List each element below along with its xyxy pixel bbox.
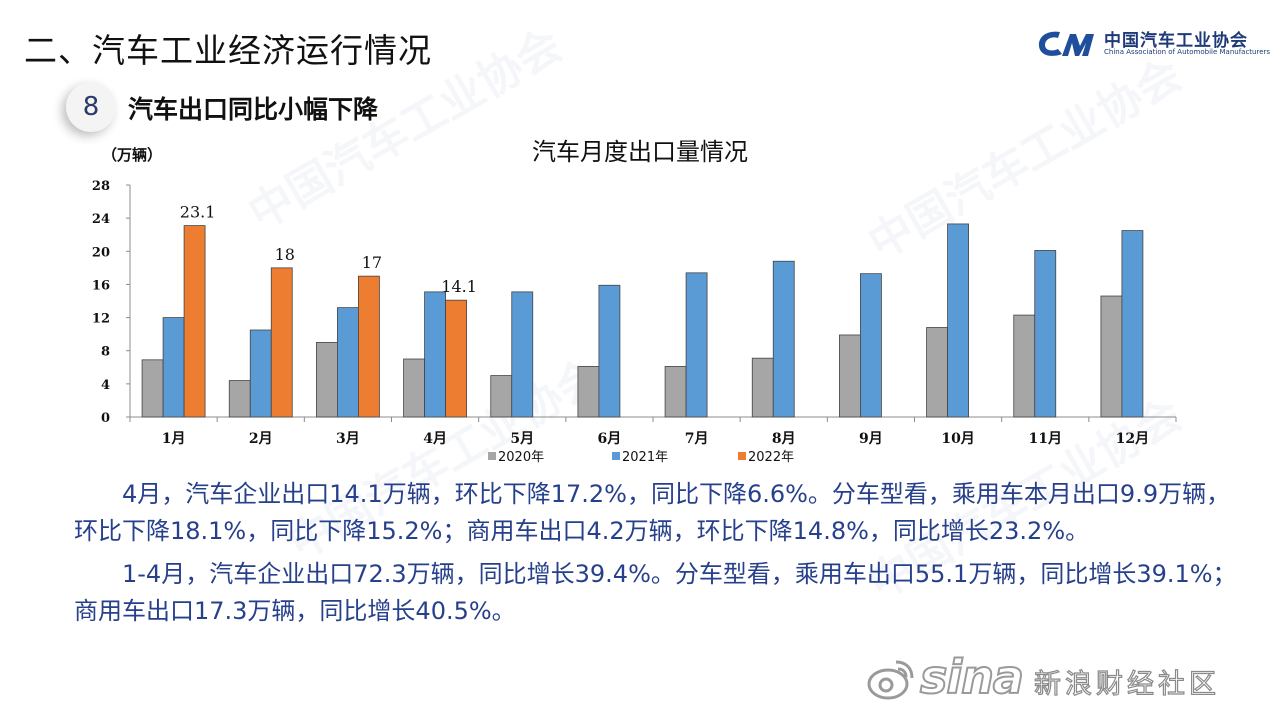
- bar-2020年-4月: [403, 358, 425, 418]
- x-tick-label: 11月: [1029, 431, 1062, 447]
- bar-2020年-5月: [490, 375, 513, 418]
- chart-title: 汽车月度出口量情况: [532, 138, 748, 166]
- data-label: 14.1: [441, 277, 477, 296]
- bar-2020年-12月: [1100, 295, 1123, 418]
- sina-community-text: 新浪财经社区: [1033, 668, 1220, 700]
- bar-2020年-3月: [316, 342, 338, 418]
- caam-logo-icon: [1038, 31, 1094, 56]
- bar-2021年-8月: [772, 260, 795, 418]
- x-tick-label: 4月: [423, 431, 447, 447]
- paragraph-april: 4月，汽车企业出口14.1万辆，环比下降17.2%，同比下降6.6%。分车型看，…: [74, 480, 1231, 545]
- y-tick-label: 28: [92, 179, 110, 194]
- item-number-badge: 8: [66, 82, 116, 132]
- sina-watermark: sina 新浪财经社区: [866, 649, 1266, 710]
- legend-swatch-2022年: [738, 452, 746, 460]
- paragraph-jan-apr: 1-4月，汽车企业出口72.3万辆，同比增长39.4%。分车型看，乘用车出口55…: [74, 560, 1237, 625]
- data-label: 17: [362, 253, 382, 272]
- bar-2021年-1月: [162, 317, 185, 418]
- data-label: 23.1: [180, 203, 216, 222]
- data-label: 18: [275, 245, 295, 264]
- bar-2022年-3月: [358, 275, 380, 418]
- bar-2020年-2月: [228, 380, 251, 418]
- x-tick-label: 1月: [162, 431, 186, 447]
- item-title: 汽车出口同比小幅下降: [128, 95, 379, 124]
- bar-2021年-12月: [1121, 230, 1144, 418]
- x-tick-label: 5月: [510, 431, 534, 447]
- bar-2020年-9月: [839, 334, 861, 418]
- legend-swatch-2021年: [612, 452, 620, 460]
- x-tick-label: 7月: [685, 431, 709, 447]
- bar-2021年-3月: [337, 307, 359, 418]
- y-tick-label: 0: [101, 411, 110, 426]
- x-tick-label: 9月: [859, 431, 883, 447]
- legend-label: 2020年: [498, 450, 544, 465]
- bar-2020年-1月: [141, 359, 164, 418]
- y-tick-label: 20: [92, 245, 110, 260]
- sina-eye-icon: [867, 660, 914, 700]
- caam-logo: 中国汽车工业协会 China Association of Automobile…: [1036, 24, 1270, 64]
- bar-2020年-11月: [1013, 314, 1036, 418]
- x-tick-label: 12月: [1116, 431, 1149, 447]
- bar-2022年-4月: [445, 299, 467, 418]
- bar-2021年-11月: [1034, 250, 1057, 418]
- x-tick-label: 6月: [598, 431, 622, 447]
- bar-2021年-5月: [511, 291, 534, 418]
- bar-2021年-6月: [598, 284, 621, 418]
- legend-swatch-2020年: [488, 452, 496, 460]
- bar-2020年-10月: [926, 327, 948, 418]
- legend-label: 2022年: [748, 450, 794, 465]
- y-axis-unit-label: （万辆）: [102, 146, 163, 164]
- x-tick-label: 3月: [336, 431, 360, 447]
- bar-2020年-8月: [751, 357, 774, 418]
- bar-2022年-1月: [183, 225, 206, 418]
- bar-2021年-7月: [685, 272, 708, 418]
- logo-text-cn: 中国汽车工业协会: [1104, 31, 1248, 51]
- x-tick-label: 2月: [249, 431, 273, 447]
- y-tick-label: 4: [101, 378, 110, 393]
- bar-2021年-9月: [860, 273, 882, 418]
- bar-2020年-6月: [577, 366, 600, 418]
- bar-2020年-7月: [664, 366, 687, 418]
- y-tick-label: 24: [92, 212, 110, 227]
- bar-2021年-2月: [249, 329, 272, 418]
- bar-2021年-10月: [947, 223, 969, 418]
- y-tick-label: 8: [101, 345, 110, 360]
- bar-2021年-4月: [424, 291, 446, 418]
- x-tick-label: 8月: [772, 431, 796, 447]
- legend-label: 2021年: [622, 450, 668, 465]
- y-tick-label: 12: [92, 312, 110, 327]
- logo-text-en: China Association of Automobile Manufact…: [1104, 48, 1271, 56]
- x-tick-label: 10月: [941, 431, 974, 447]
- bar-2022年-2月: [270, 267, 293, 418]
- body-text: 4月，汽车企业出口14.1万辆，环比下降17.2%，同比下降6.6%。分车型看，…: [74, 476, 1254, 630]
- sina-wordmark: sina: [919, 649, 1025, 705]
- section-title: 二、汽车工业经济运行情况: [24, 31, 432, 70]
- y-tick-label: 16: [92, 278, 110, 293]
